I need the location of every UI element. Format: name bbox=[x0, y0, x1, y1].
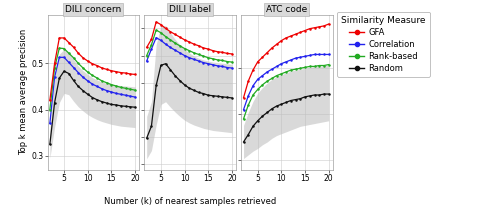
Title: DILI concern: DILI concern bbox=[65, 5, 122, 14]
Legend: GFA, Correlation, Rank-based, Random: GFA, Correlation, Rank-based, Random bbox=[337, 12, 430, 77]
Title: ATC code: ATC code bbox=[266, 5, 308, 14]
Text: Number (k) of nearest samples retrieved: Number (k) of nearest samples retrieved bbox=[104, 197, 276, 206]
Title: DILI label: DILI label bbox=[169, 5, 211, 14]
Y-axis label: Top k mean average precision: Top k mean average precision bbox=[20, 29, 28, 155]
